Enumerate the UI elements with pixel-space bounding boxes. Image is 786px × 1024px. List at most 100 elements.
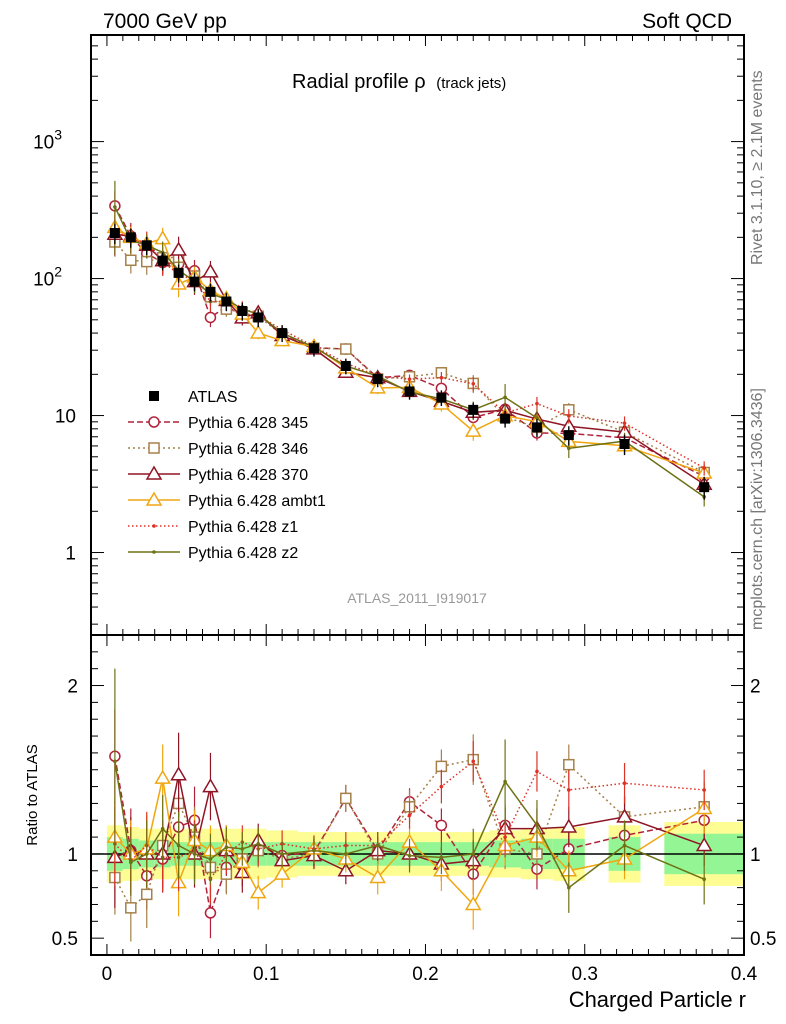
ratio-series-line [114,774,705,874]
y-tick-label: 1 [65,544,76,565]
series-line [114,206,705,498]
marker-dot [312,848,316,853]
marker-dot [176,843,181,848]
chart-title: Radial profile ρ (track jets) [292,71,506,93]
marker-dot [224,845,229,850]
x-tick-label: 0.1 [253,964,279,985]
legend-data-marker [149,391,159,401]
marker-triangle [249,324,267,339]
y-tick-label-right: 2 [750,677,761,698]
marker-dot [702,877,706,882]
marker-dot [208,857,213,861]
plot-layer: 0 0.1 0.2 0.3 0.4 1 10 102 103 0.5 0.5 1 1 2 2 ATLAS Pyt… [33,34,776,985]
marker-dot [471,852,476,856]
data-point [221,296,232,307]
series-line [114,226,705,474]
x-axis-label: Charged Particle r [569,987,746,1012]
marker-dot [622,421,627,425]
y-tick-label: 103 [33,127,62,154]
header-left: 7000 GeV pp [103,10,227,33]
data-point [109,228,120,239]
series-line [114,205,705,478]
data-point [125,232,136,243]
y-tick-label: 102 [33,264,62,291]
marker-triangle [464,895,482,911]
y-tick-label: 2 [67,677,78,698]
marker-dot [702,788,706,792]
marker-triangle [202,263,219,278]
marker-dot [152,524,156,528]
marker-dot [567,446,571,451]
data-points [109,223,710,500]
marker-triangle [560,818,578,833]
data-point [253,312,264,323]
legend-label: Pythia 6.428 z1 [188,519,298,536]
marker-square [140,888,153,901]
marker-square [125,902,137,914]
y-tick-label-right: 0.5 [750,929,776,950]
marker-triangle [369,869,386,884]
x-axis: 0 0.1 0.2 0.3 0.4 [102,35,758,985]
data-point [277,328,288,339]
data-point [157,255,168,266]
data-point [468,404,479,415]
marker-dot [503,835,507,839]
rivet-label: Rivet 3.1.10, ≥ 2.1M events [749,70,766,265]
data-point [372,373,383,384]
x-tick-label: 0 [102,964,113,985]
data-point [436,392,447,403]
legend-label: Pythia 6.428 345 [188,415,308,432]
marker-dot [622,781,627,786]
marker-dot [113,759,117,764]
marker-dot [535,401,539,406]
ratio-series-line [114,756,705,916]
chart-title-main: Radial profile ρ [292,71,426,93]
marker-dot [439,375,444,380]
marker-square [340,792,352,805]
marker-square [563,758,575,771]
marker-dot [113,205,117,209]
marker-dot [240,847,245,851]
marker-dot [129,860,133,865]
y-tick-label: 0.5 [52,929,78,950]
marker-dot [407,377,412,381]
marker-dot [160,826,165,831]
marker-dot [152,550,156,554]
data-point [141,240,152,251]
marker-dot [192,852,197,856]
data-point [500,413,511,424]
data-point [699,482,710,493]
marker-triangle [170,241,187,256]
marker-circle [148,416,160,428]
data-point [189,276,200,287]
marker-circle [435,819,448,832]
data-point [308,343,319,354]
ratio-series-line [114,761,705,889]
marker-dot [702,466,706,470]
legend-label: Pythia 6.428 z2 [188,545,298,562]
legend-label: Pythia 6.428 370 [188,467,308,484]
ratio-series-line [114,777,705,906]
marker-triangle [464,422,482,437]
data-point [619,438,630,449]
header-right: Soft QCD [642,10,732,33]
marker-triangle [695,837,713,852]
ratio-y-axis: 0.5 0.5 1 1 2 2 [52,651,776,950]
main-y-axis: 1 10 102 103 [33,34,744,625]
data-point [205,286,216,297]
chart-title-suffix: (track jets) [436,75,506,92]
data-point [404,386,415,397]
marker-dot [407,813,412,818]
analysis-id: ATLAS_2011_I919017 [347,590,487,606]
marker-dot [567,788,571,792]
marker-dot [503,779,507,784]
marker-dot [256,842,261,846]
data-point [237,305,248,316]
marker-square [125,254,137,267]
marker-square [340,343,352,355]
ratio-frame [90,634,745,956]
marker-dot [535,769,539,774]
data-point [340,361,351,372]
legend-label: ATLAS [188,389,238,406]
